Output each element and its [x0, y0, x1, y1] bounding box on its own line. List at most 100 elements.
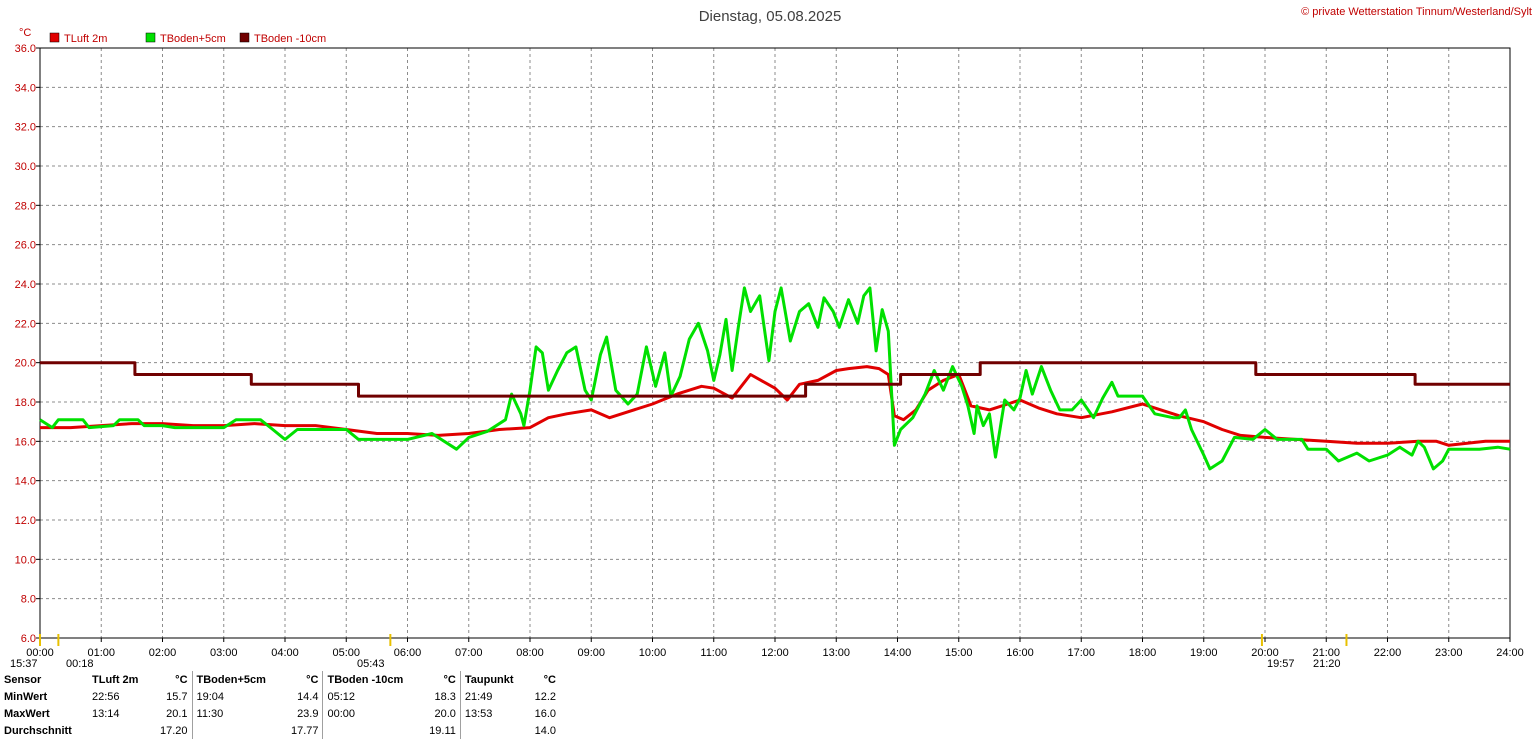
stats-cell-time [191, 722, 282, 739]
x-tick-label: 02:00 [149, 647, 177, 659]
y-tick-label: 16.0 [15, 436, 36, 448]
x-tick-label: 11:00 [700, 647, 727, 659]
y-tick-label: 32.0 [15, 122, 36, 134]
legend-label: TBoden -10cm [254, 33, 326, 45]
x-tick-label: 17:00 [1067, 647, 1095, 659]
stats-cell-value: 19.11 [429, 724, 456, 737]
x-tick-label: 05:00 [332, 647, 360, 659]
x-tick-label: 15:00 [945, 647, 973, 659]
y-tick-label: 34.0 [15, 82, 36, 94]
stats-cell-value: 14.4 [297, 690, 319, 703]
sun-marker-label: 00:18 [66, 658, 94, 670]
x-tick-label: 06:00 [394, 647, 422, 659]
legend-swatch [145, 32, 156, 43]
x-tick-label: 13:00 [822, 647, 850, 659]
y-tick-label: 26.0 [15, 240, 36, 252]
x-tick-label: 09:00 [577, 647, 605, 659]
y-axis-unit: °C [19, 27, 31, 39]
stats-cell-time: 21:49 [459, 688, 527, 705]
grid [40, 48, 1510, 638]
y-tick-label: 14.0 [15, 476, 36, 488]
stats-header-row: Sensor TLuft 2m °C TBoden+5cm °C TBoden … [0, 671, 560, 688]
x-tick-label: 01:00 [87, 647, 115, 659]
stats-cell-value: 15.7 [166, 690, 188, 703]
stats-cell-value: 16.0 [534, 707, 556, 720]
stats-row-label: MinWert [4, 690, 48, 703]
y-tick-label: 18.0 [15, 397, 36, 409]
series-line-2 [40, 361, 1510, 398]
x-tick-label: 07:00 [455, 647, 483, 659]
stats-cell-time: 13:14 [92, 707, 120, 720]
stats-cell-value: 20.1 [166, 707, 188, 720]
stats-header-unit: °C [443, 673, 456, 686]
x-tick-label: 03:00 [210, 647, 238, 659]
temperature-chart: Dienstag, 05.08.2025 © private Wettersta… [10, 6, 1532, 670]
y-tick-label: 30.0 [15, 161, 36, 173]
stats-cell-time: 19:04 [191, 688, 282, 705]
x-tick-label: 12:00 [761, 647, 789, 659]
x-tick-label: 08:00 [516, 647, 544, 659]
x-tick-label: 04:00 [271, 647, 299, 659]
x-tick-label: 00:00 [26, 647, 54, 659]
legend: TLuft 2m TBoden+5cm TBoden -10cm [49, 32, 326, 45]
stats-cell-value: 17.20 [159, 724, 188, 737]
legend-swatch [239, 32, 250, 43]
legend-label: TLuft 2m [64, 33, 107, 45]
stats-header-tluft: TLuft 2m [92, 673, 139, 686]
stats-cell-value: 18.3 [434, 690, 456, 703]
stats-cell-time [88, 722, 151, 739]
stats-header-unit: °C [175, 673, 188, 686]
stats-cell-value: 14.0 [534, 724, 556, 737]
y-tick-label: 8.0 [21, 594, 36, 606]
y-tick-label: 24.0 [15, 279, 36, 291]
copyright-note: © private Wetterstation Tinnum/Westerlan… [1301, 6, 1532, 18]
stats-header-tboden10: TBoden -10cm [322, 671, 420, 688]
x-tick-label: 10:00 [639, 647, 667, 659]
stats-header-unit: °C [306, 673, 319, 686]
sun-markers: 15:37 00:18 05:43 19:57 21:20 [10, 634, 1348, 670]
stats-cell-value: 17.77 [290, 724, 319, 737]
stats-cell-value: 12.2 [534, 690, 556, 703]
sun-marker-label: 21:20 [1313, 658, 1341, 670]
y-axis: 6.0 8.0 10.0 12.0 14.0 16.0 18.0 20.0 22.0 24.0 26… [15, 43, 40, 645]
stats-cell-time: 22:56 [92, 690, 120, 703]
statistics-table: Sensor TLuft 2m °C TBoden+5cm °C TBoden … [0, 671, 560, 739]
legend-label: TBoden+5cm [160, 33, 226, 45]
legend-swatch [49, 32, 60, 43]
stats-row-label: Durchschnitt [4, 724, 72, 737]
stats-cell-time: 11:30 [191, 705, 282, 722]
stats-row-max: MaxWert 13:14 20.1 11:30 23.9 00:00 20.0… [0, 705, 560, 722]
sun-marker-label: 15:37 [10, 658, 38, 670]
x-tick-label: 23:00 [1435, 647, 1463, 659]
stats-cell-time: 13:53 [459, 705, 527, 722]
stats-cell-time: 05:12 [322, 688, 420, 705]
y-tick-label: 12.0 [15, 515, 36, 527]
y-tick-label: 22.0 [15, 318, 36, 330]
x-tick-label: 16:00 [1006, 647, 1034, 659]
sun-marker-label: 05:43 [357, 658, 385, 670]
chart-title: Dienstag, 05.08.2025 [699, 8, 842, 25]
x-axis: 00:00 01:00 02:00 03:00 04:00 05:00 06:00 07:00… [26, 638, 1524, 659]
x-tick-label: 24:00 [1496, 647, 1524, 659]
series-line-1 [39, 286, 1511, 471]
stats-header-unit: °C [543, 673, 556, 686]
stats-row-label: MaxWert [4, 707, 50, 720]
stats-header-tboden5: TBoden+5cm [191, 671, 282, 688]
stats-row-average: Durchschnitt 17.20 17.77 19.11 14.0 [0, 722, 560, 739]
x-tick-label: 18:00 [1129, 647, 1157, 659]
stats-header-taupunkt: Taupunkt [459, 671, 527, 688]
x-tick-label: 22:00 [1374, 647, 1402, 659]
y-tick-label: 20.0 [15, 358, 36, 370]
y-tick-label: 6.0 [21, 633, 36, 645]
x-tick-label: 19:00 [1190, 647, 1218, 659]
stats-cell-value: 23.9 [297, 707, 319, 720]
series-line-0 [40, 365, 1510, 447]
stats-cell-time [459, 722, 527, 739]
stats-header-sensor: Sensor [4, 673, 42, 686]
stats-row-min: MinWert 22:56 15.7 19:04 14.4 05:12 18.3… [0, 688, 560, 705]
sun-marker-label: 19:57 [1267, 658, 1295, 670]
x-tick-label: 14:00 [884, 647, 912, 659]
stats-cell-time: 00:00 [322, 705, 420, 722]
stats-cell-time [322, 722, 420, 739]
x-tick-label: 20:00 [1251, 647, 1279, 659]
